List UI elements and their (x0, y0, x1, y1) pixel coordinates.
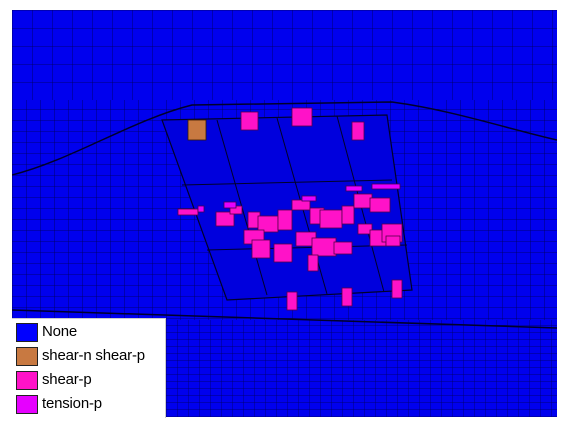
zone-element (353, 193, 373, 209)
slope-crest-line (12, 101, 557, 176)
zone-element (273, 243, 293, 263)
zone-element (286, 291, 298, 311)
zone-element (277, 209, 293, 231)
zone-element (307, 254, 319, 272)
zone-element (345, 185, 363, 192)
zones-shear-p (177, 107, 403, 311)
zone-element (369, 197, 391, 213)
zone-element (187, 119, 207, 141)
zone-element (311, 237, 337, 257)
legend-swatch (16, 347, 38, 366)
zone-element (341, 205, 355, 225)
zone-element (240, 111, 259, 131)
legend-label: tension-p (42, 395, 102, 412)
zone-element (385, 235, 401, 247)
mesh-model-view (12, 10, 557, 417)
bench-line-1 (181, 179, 393, 186)
legend-item-shear-p: shear-p (12, 369, 165, 391)
zone-element (223, 201, 237, 209)
legend-item-shear-n-shear-p: shear-n shear-p (12, 345, 165, 367)
zone-element (341, 287, 353, 307)
zones-shear-n-shear-p (187, 119, 207, 141)
mesh-upper-grid (12, 10, 557, 100)
legend-item-none: None (12, 321, 165, 343)
zone-element (391, 279, 403, 299)
zone-element (177, 208, 199, 216)
zone-element (251, 239, 271, 259)
zones-tension-p (197, 183, 401, 213)
zone-element (301, 195, 317, 202)
legend-swatch (16, 395, 38, 414)
zone-element (319, 209, 343, 229)
zone-element (351, 121, 365, 141)
zone-element (215, 211, 235, 227)
zone-element (291, 107, 313, 127)
legend-label: shear-n shear-p (42, 347, 145, 364)
legend-label: None (42, 323, 78, 340)
zone-element (371, 183, 401, 190)
legend: None shear-n shear-p shear-p tension-p (12, 318, 166, 418)
legend-swatch (16, 371, 38, 390)
zone-element (333, 241, 353, 255)
legend-item-tension-p: tension-p (12, 393, 165, 415)
zone-element (291, 199, 311, 211)
zone-element (197, 205, 205, 213)
slope-toe-line (12, 309, 557, 329)
legend-label: shear-p (42, 371, 92, 388)
legend-swatch (16, 323, 38, 342)
zone-element (357, 223, 373, 235)
